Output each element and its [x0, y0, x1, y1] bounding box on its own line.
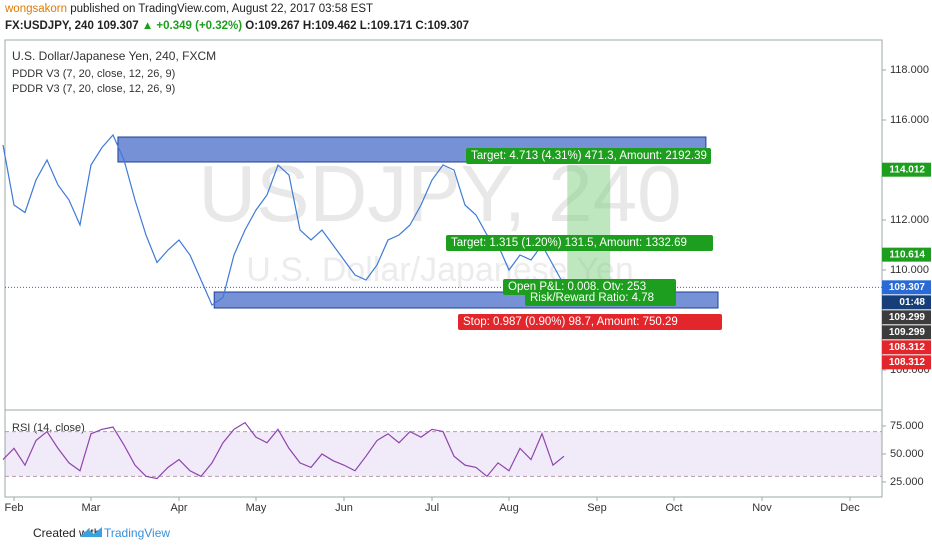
axis-marker: [882, 355, 931, 370]
published: published on TradingView.com, August 22,…: [70, 3, 374, 15]
target-area: [567, 165, 611, 285]
axis-marker-label: 109.299: [889, 327, 926, 338]
indicator: PDDR V3 (7, 20, close, 12, 26, 9): [12, 83, 175, 95]
y-tick-label: 116.000: [890, 114, 929, 126]
symbol: FX:USDJPY, 240: [5, 20, 94, 32]
x-tick-label: Jul: [425, 502, 439, 514]
axis-marker: [882, 295, 931, 310]
x-tick-label: Apr: [170, 502, 187, 514]
axis-marker: [882, 340, 931, 355]
watermark-subtitle: U.S. Dollar/Japanese Yen: [246, 251, 633, 289]
annotation-text: Stop: 0.987 (0.90%) 98.7, Amount: 750.29: [463, 316, 678, 328]
rsi-title: RSI (14, close): [12, 422, 85, 434]
axis-marker-label: 108.312: [889, 357, 926, 368]
publish-line: wongsakorn published on TradingView.com,…: [5, 3, 373, 15]
annotation-box: [503, 279, 676, 295]
x-tick-label: Jun: [335, 502, 353, 514]
annotation-box: [458, 314, 722, 330]
ohlc: O:109.267 H:109.462 L:109.171 C:109.307: [245, 20, 470, 32]
footer-brand[interactable]: TradingView: [104, 526, 170, 540]
indicator: PDDR V3 (7, 20, close, 12, 26, 9): [12, 68, 175, 80]
x-tick-label: May: [246, 502, 267, 514]
zone: [213, 291, 719, 309]
zone: [117, 136, 707, 163]
axis-marker: [882, 247, 931, 262]
watermark: USDJPY, 240: [198, 149, 681, 238]
logo: [80, 527, 102, 537]
axis-marker-label: 109.299: [889, 312, 926, 323]
axis-marker: [882, 162, 931, 177]
author[interactable]: wongsakorn: [5, 3, 68, 15]
last: 109.307: [97, 20, 139, 32]
chart-title: U.S. Dollar/Japanese Yen, 240, FXCM: [12, 49, 216, 63]
axis-marker-label: 109.307: [889, 282, 926, 293]
change: ▲ +0.349 (+0.32%): [141, 20, 243, 32]
axis-marker-label: 01:48: [899, 297, 925, 308]
y-tick-label: 50.000: [890, 448, 924, 460]
y-tick-label: 75.000: [890, 420, 924, 432]
x-tick-label: Sep: [587, 502, 607, 514]
x-tick-label: Mar: [82, 502, 101, 514]
frame: [4, 39, 883, 498]
rsi-band: [5, 431, 882, 477]
x-tick-label: Dec: [840, 502, 860, 514]
annotation-text: Open P&L: 0.008, Qty: 253: [508, 281, 646, 293]
annotation-text: Target: 1.315 (1.20%) 131.5, Amount: 133…: [451, 237, 687, 249]
annotation-text: Target: 4.713 (4.31%) 471.3, Amount: 219…: [471, 150, 707, 162]
annotation-text: Risk/Reward Ratio: 4.78: [530, 292, 654, 304]
axis-marker-label: 114.012: [889, 164, 925, 175]
annotation-box: [466, 148, 711, 164]
y-tick-label: 106.000: [890, 364, 930, 376]
axis-marker: [882, 325, 931, 340]
footer-created: Created with: [33, 526, 100, 540]
x-tick-label: Feb: [5, 502, 24, 514]
x-tick-label: Aug: [499, 502, 519, 514]
axis-marker: [882, 310, 931, 325]
y-tick-label: 110.000: [890, 264, 929, 276]
axis-marker-label: 108.312: [889, 342, 926, 353]
annotation-box: [446, 235, 713, 251]
y-tick-label: 112.000: [890, 214, 929, 226]
y-tick-label: 118.000: [890, 64, 929, 76]
series-line: [2, 133, 565, 306]
x-tick-label: Nov: [752, 502, 772, 514]
y-tick-label: 25.000: [890, 476, 924, 488]
x-tick-label: Oct: [665, 502, 682, 514]
annotation-box: [525, 290, 676, 306]
symbol-line: FX:USDJPY, 240 109.307 ▲ +0.349 (+0.32%)…: [5, 20, 469, 32]
series-line: [2, 421, 565, 480]
axis-marker-label: 110.614: [889, 249, 925, 260]
axis-marker: [882, 280, 931, 295]
